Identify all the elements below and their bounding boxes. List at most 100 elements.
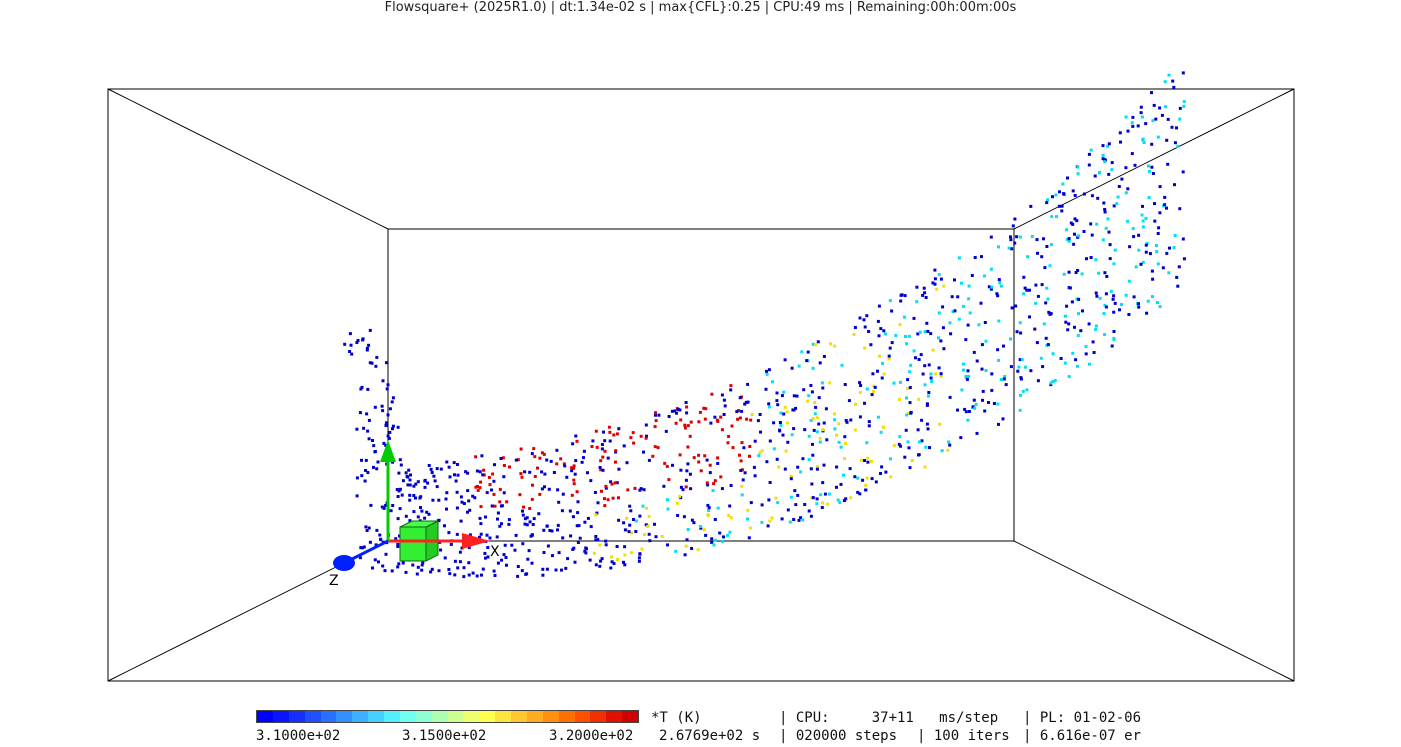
particle [654,413,657,417]
particle [488,536,492,540]
particle [884,470,888,474]
particle [1110,161,1114,165]
particle [729,388,733,392]
particle [382,506,386,510]
particle [543,485,546,489]
particle [1144,243,1148,247]
particle [1103,210,1107,214]
particle [595,511,599,515]
particle [1018,358,1022,362]
particle [915,300,919,304]
particle [1073,194,1077,197]
particle [767,402,771,406]
particle [667,415,671,418]
particle [1181,71,1185,75]
particle [1084,352,1088,356]
particle [888,346,892,350]
particle [806,350,810,354]
particle [839,482,843,486]
particle [575,524,579,528]
viewport-3d[interactable]: X Z [0,0,1401,700]
particle [692,521,696,525]
particle [826,502,830,506]
particle [1089,148,1093,152]
particle [608,430,612,434]
particle [740,441,744,445]
particle [594,535,598,538]
particle [917,453,920,457]
particle [609,480,613,484]
particle [629,436,633,440]
particle [890,341,894,345]
particle [975,359,979,363]
particle [445,460,449,464]
particle [1158,305,1162,309]
particle [1115,202,1119,206]
particle [367,418,371,422]
particle [933,277,937,281]
particle [594,563,598,567]
particle [1156,232,1160,235]
particle [990,285,994,289]
particle [484,556,487,560]
particle [835,485,838,489]
particle [416,480,420,484]
particle [460,500,464,504]
particle [367,343,371,347]
particle [1087,152,1091,156]
particle [423,516,427,520]
particle [865,387,869,391]
particle [458,560,462,564]
particle [603,439,607,443]
particle [548,529,552,532]
particle [1053,379,1057,382]
particle [982,274,986,278]
particle [366,471,370,474]
particle [858,391,862,395]
x-axis-label: X [490,544,500,560]
particle [1045,201,1049,205]
particle [820,381,824,385]
particle [1157,226,1161,230]
particle [523,470,527,474]
particle [555,448,559,452]
particle [828,381,832,385]
particle [363,479,367,483]
particle [951,310,955,313]
particle [1064,314,1067,318]
particle [514,458,518,462]
particle [1118,308,1121,312]
particle [1022,292,1026,296]
particle [645,506,649,510]
particle [1009,235,1012,239]
particle [1181,237,1185,241]
particle [1040,283,1044,287]
particle [488,483,492,487]
particle [937,366,941,370]
particle [1113,248,1117,252]
particle [1150,142,1154,146]
particle [962,368,965,372]
particle [1001,417,1005,421]
particle [925,403,929,407]
particle [1108,243,1112,247]
particle [844,497,848,501]
particle [1168,246,1171,250]
particle [679,485,683,489]
particle [557,500,561,504]
particle [908,401,912,405]
particle [813,401,817,404]
particle [997,358,1001,362]
particle [686,445,690,449]
particle [690,547,694,550]
particle [858,381,862,385]
particle [644,423,648,427]
particle [768,519,772,523]
particle [925,321,929,325]
particle [576,500,580,504]
colorbar-segment [511,711,527,722]
particle [437,569,441,573]
particle [576,541,580,544]
particle [759,430,762,434]
particle [1091,340,1095,344]
